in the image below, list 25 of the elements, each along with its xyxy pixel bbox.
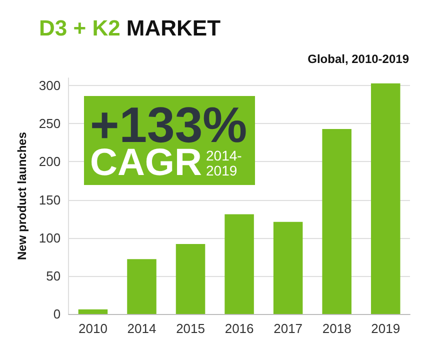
y-tick-label: 250	[38, 116, 61, 132]
bar	[78, 309, 108, 314]
y-axis-title: New product launches	[15, 132, 29, 260]
y-tick-label: 150	[38, 192, 61, 208]
x-tick-label: 2010	[78, 321, 108, 336]
x-tick-label: 2015	[176, 321, 205, 336]
bar	[370, 83, 400, 314]
x-tick-label: 2016	[224, 321, 254, 336]
bar	[224, 214, 254, 314]
y-tick-label: 0	[53, 306, 61, 322]
y-tick-label: 100	[38, 230, 61, 246]
x-tick-label: 2014	[127, 321, 156, 336]
x-tick-label: 2019	[371, 321, 400, 336]
chart-subtitle: Global, 2010-2019	[308, 52, 410, 66]
x-tick-label: 2018	[322, 321, 352, 336]
chart-title: D3 + K2 MARKET	[39, 16, 222, 40]
bar	[176, 244, 206, 314]
bar	[322, 129, 352, 314]
bar	[273, 222, 303, 314]
x-tick-label: 2017	[274, 321, 303, 336]
y-tick-label: 200	[38, 154, 61, 170]
bar	[127, 259, 156, 314]
y-tick-label: 50	[46, 268, 61, 284]
annotation: 2014- 2019	[206, 148, 242, 178]
y-tick-label: 300	[38, 78, 61, 94]
